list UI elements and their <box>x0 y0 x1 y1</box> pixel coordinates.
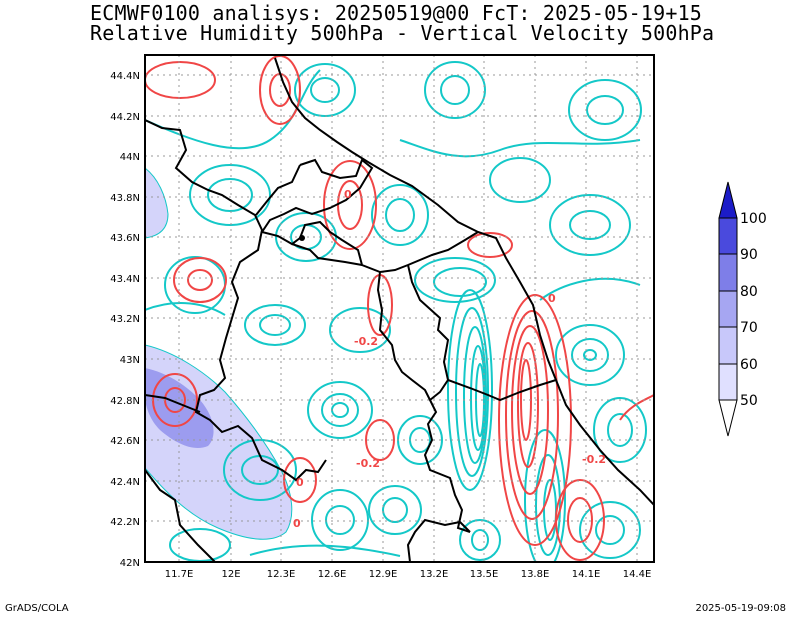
colorbar-label: 60 <box>740 357 758 373</box>
colorbar-label: 100 <box>740 211 767 227</box>
region-border-i <box>145 394 201 413</box>
map-field <box>145 55 654 562</box>
contour-label: -0.2 <box>356 457 380 470</box>
contour-label: 0 <box>344 188 352 201</box>
colorbar-bottom-arrow <box>718 399 738 437</box>
lon-tick-label: 12E <box>221 569 240 580</box>
colorbar-label: 90 <box>740 247 758 263</box>
lon-tick-label: 13.5E <box>470 569 499 580</box>
lat-tick-label: 42.6N <box>110 436 140 447</box>
region-border-h <box>406 518 471 562</box>
lon-tick-label: 11.7E <box>165 569 194 580</box>
lon-tick-label: 14.4E <box>623 569 652 580</box>
map-subtitle: Relative Humidity 500hPa - Vertical Velo… <box>90 21 715 45</box>
colorbar-label: 80 <box>740 284 758 300</box>
lon-tick-label: 13.8E <box>521 569 550 580</box>
lat-tick-label: 43.4N <box>110 274 140 285</box>
contour-label: 0 <box>296 476 304 489</box>
lat-tick-label: 42.2N <box>110 517 140 528</box>
contour-labels: -0.2 -0.2 0 0 -0.2 0 0 <box>293 188 606 530</box>
colorbar-top-arrow <box>718 181 738 219</box>
colorbar-labels: 50 60 70 80 90 100 <box>740 211 767 409</box>
lat-tick-label: 43.8N <box>110 193 140 204</box>
region-border-c <box>291 243 363 266</box>
longitude-axis: 11.7E 12E 12.3E 12.6E 12.9E 13.2E 13.5E … <box>165 569 652 580</box>
colorbar <box>718 181 738 437</box>
region-border-a <box>145 119 327 482</box>
colorbar-segment <box>718 363 738 401</box>
colorbar-segment <box>718 253 738 292</box>
lon-tick-label: 14.1E <box>572 569 601 580</box>
contour-label: 0 <box>293 517 301 530</box>
lat-tick-label: 44.2N <box>110 112 140 123</box>
region-border-f <box>447 379 557 402</box>
lat-tick-label: 42.8N <box>110 396 140 407</box>
latitude-axis: 44.4N 44.2N 44N 43.8N 43.6N 43.4N 43.2N … <box>110 71 140 569</box>
colorbar-label: 70 <box>740 320 758 336</box>
footer-timestamp: 2025-05-19-09:08 <box>695 603 786 614</box>
lat-tick-label: 44.4N <box>110 71 140 82</box>
coastline <box>274 57 654 506</box>
lon-tick-label: 12.6E <box>318 569 347 580</box>
map-frame <box>144 54 655 563</box>
region-border-b <box>260 158 479 274</box>
contour-label: -0.2 <box>582 453 606 466</box>
lat-tick-label: 43N <box>120 355 140 366</box>
humidity-area-core <box>145 368 214 449</box>
colorbar-segment <box>718 290 738 328</box>
colorbar-label: 50 <box>740 393 758 409</box>
region-border-g <box>145 469 216 562</box>
region-border-d <box>407 264 471 533</box>
lon-tick-label: 12.3E <box>267 569 296 580</box>
map-title: ECMWF0100 analisys: 20250519@00 FcT: 202… <box>90 1 703 25</box>
lat-tick-label: 43.6N <box>110 233 140 244</box>
graticule <box>145 55 654 562</box>
lon-tick-label: 13.2E <box>420 569 449 580</box>
region-border-j <box>255 164 301 216</box>
humidity-area-north <box>145 167 169 239</box>
lat-tick-label: 43.2N <box>110 314 140 325</box>
contour-label: -0.2 <box>354 335 378 348</box>
city-marker <box>299 235 305 241</box>
lat-tick-label: 42.4N <box>110 477 140 488</box>
contour-label: 0 <box>548 292 556 305</box>
lat-tick-label: 42N <box>120 558 140 569</box>
colorbar-segment <box>718 217 738 255</box>
lat-tick-label: 44N <box>120 152 140 163</box>
humidity-area-west <box>145 344 293 540</box>
lon-tick-label: 12.9E <box>369 569 398 580</box>
borders <box>145 57 654 562</box>
colorbar-segment <box>718 326 738 365</box>
footer-credit: GrADS/COLA <box>5 603 69 614</box>
region-border-e <box>376 271 431 401</box>
